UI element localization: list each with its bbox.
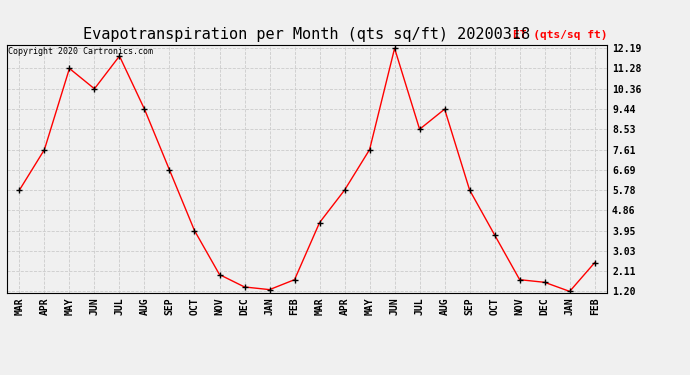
Title: Evapotranspiration per Month (qts sq/ft) 20200318: Evapotranspiration per Month (qts sq/ft)… bbox=[83, 27, 531, 42]
Text: ET (qts/sq ft): ET (qts/sq ft) bbox=[513, 30, 607, 40]
Text: Copyright 2020 Cartronics.com: Copyright 2020 Cartronics.com bbox=[8, 48, 152, 57]
